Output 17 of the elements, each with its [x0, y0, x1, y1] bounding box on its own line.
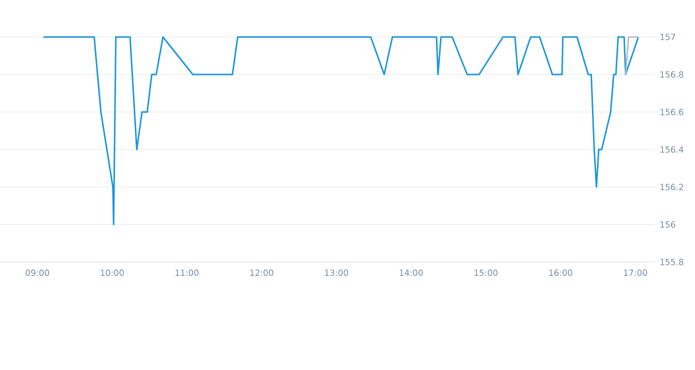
y-tick-label: 157 — [660, 34, 676, 40]
y-tick-label: 156.8 — [660, 71, 684, 78]
x-tick-label: 11:00 — [176, 270, 199, 276]
y-tick-label: 156 — [660, 221, 676, 228]
line-series — [42, 36, 640, 226]
x-tick-label: 10:00 — [100, 270, 124, 276]
x-tick-label: 09:00 — [26, 270, 50, 276]
x-tick-label: 14:00 — [400, 270, 423, 276]
y-tick-label: 156.6 — [660, 108, 684, 116]
x-tick-label: 13:00 — [325, 270, 348, 276]
y-tick-label: 156.4 — [660, 146, 684, 153]
x-tick-label: 17:00 — [624, 270, 648, 276]
x-tick-label: 12:00 — [250, 270, 274, 276]
y-tick-label: 156.2 — [660, 184, 684, 190]
x-tick-label: 15:00 — [474, 270, 498, 276]
x-tick-label: 16:00 — [549, 270, 572, 276]
y-tick-label: 155.8 — [660, 258, 684, 266]
